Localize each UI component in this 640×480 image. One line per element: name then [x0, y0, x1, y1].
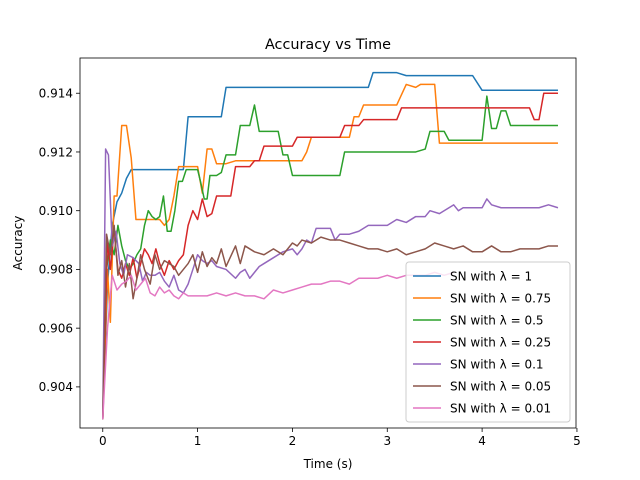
series-line-3 — [102, 92, 558, 420]
y-tick-label: 0.912 — [39, 145, 73, 159]
x-tick-label: 3 — [383, 434, 391, 448]
axes-frame — [79, 57, 577, 429]
series-line-0 — [102, 71, 558, 420]
y-axis-label: Accuracy — [11, 216, 25, 271]
legend-label-5: SN with λ = 0.05 — [450, 379, 551, 393]
series-line-5 — [102, 224, 558, 420]
series-line-4 — [102, 148, 559, 420]
series-line-6 — [102, 271, 454, 420]
legend: SN with λ = 1 SN with λ = 0.75 SN with λ =… — [405, 261, 571, 423]
legend-label-2: SN with λ = 0.5 — [450, 313, 544, 327]
x-tick-label: 1 — [194, 434, 202, 448]
x-axis: 0 1 2 3 4 5 — [99, 428, 581, 448]
series-layer — [102, 71, 559, 420]
y-tick-label: 0.914 — [39, 87, 73, 101]
x-tick-label: 0 — [99, 434, 107, 448]
x-tick-label: 5 — [573, 434, 581, 448]
x-tick-label: 4 — [478, 434, 486, 448]
y-axis: 0.904 0.906 0.908 0.910 0.912 0.914 — [39, 87, 80, 394]
x-axis-label: Time (s) — [303, 457, 353, 471]
y-tick-label: 0.904 — [39, 380, 73, 394]
series-line-1 — [102, 83, 558, 420]
y-tick-label: 0.910 — [39, 204, 73, 218]
legend-label-6: SN with λ = 0.01 — [450, 401, 551, 415]
legend-label-4: SN with λ = 0.1 — [450, 357, 544, 371]
legend-label-1: SN with λ = 0.75 — [450, 291, 551, 305]
plot-area — [79, 57, 577, 429]
legend-box — [405, 261, 571, 423]
series-line-2 — [102, 95, 558, 420]
chart-title: Accuracy vs Time — [265, 37, 391, 53]
x-tick-label: 2 — [289, 434, 297, 448]
y-tick-label: 0.908 — [39, 263, 73, 277]
y-tick-label: 0.906 — [39, 321, 73, 335]
legend-label-0: SN with λ = 1 — [450, 269, 532, 283]
legend-label-3: SN with λ = 0.25 — [450, 335, 551, 349]
